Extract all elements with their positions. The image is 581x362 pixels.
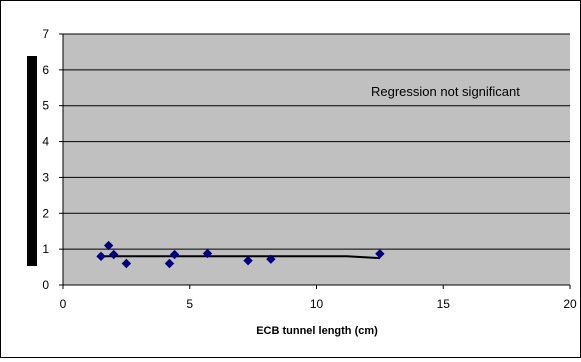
x-tick-label: 15	[437, 297, 451, 311]
regression-annotation: Regression not significant	[371, 84, 520, 99]
y-tick-labels: 0 1 2 3 4 5 6 7	[42, 27, 49, 292]
y-axis-label-bar	[27, 56, 37, 266]
data-points	[96, 240, 385, 269]
data-point	[202, 248, 213, 259]
y-tick-label: 6	[42, 63, 49, 77]
x-tick-label: 20	[563, 297, 577, 311]
y-tick-label: 0	[42, 278, 49, 292]
y-tick-label: 4	[42, 135, 49, 149]
axes	[59, 33, 571, 289]
y-tick-label: 2	[42, 206, 49, 220]
x-tick-label: 5	[186, 297, 193, 311]
data-point	[243, 255, 253, 266]
data-point	[103, 240, 114, 251]
y-tick-label: 3	[42, 170, 49, 184]
x-tick-labels: 0 5 10 15 20	[60, 297, 577, 311]
y-tick-label: 1	[42, 242, 49, 256]
y-tick-label: 7	[42, 27, 49, 41]
x-tick-label: 0	[60, 297, 67, 311]
trend-line	[101, 255, 380, 260]
data-point	[375, 249, 385, 259]
data-point	[121, 258, 132, 269]
gridlines	[63, 33, 570, 250]
data-point	[266, 254, 276, 264]
data-point	[164, 258, 175, 269]
data-point	[169, 249, 180, 260]
data-point	[108, 249, 119, 260]
x-tick-label: 10	[310, 297, 324, 311]
data-point	[96, 251, 106, 262]
plot-area	[63, 34, 570, 285]
y-tick-label: 5	[42, 99, 49, 113]
x-axis-title: ECB tunnel length (cm)	[256, 325, 378, 337]
